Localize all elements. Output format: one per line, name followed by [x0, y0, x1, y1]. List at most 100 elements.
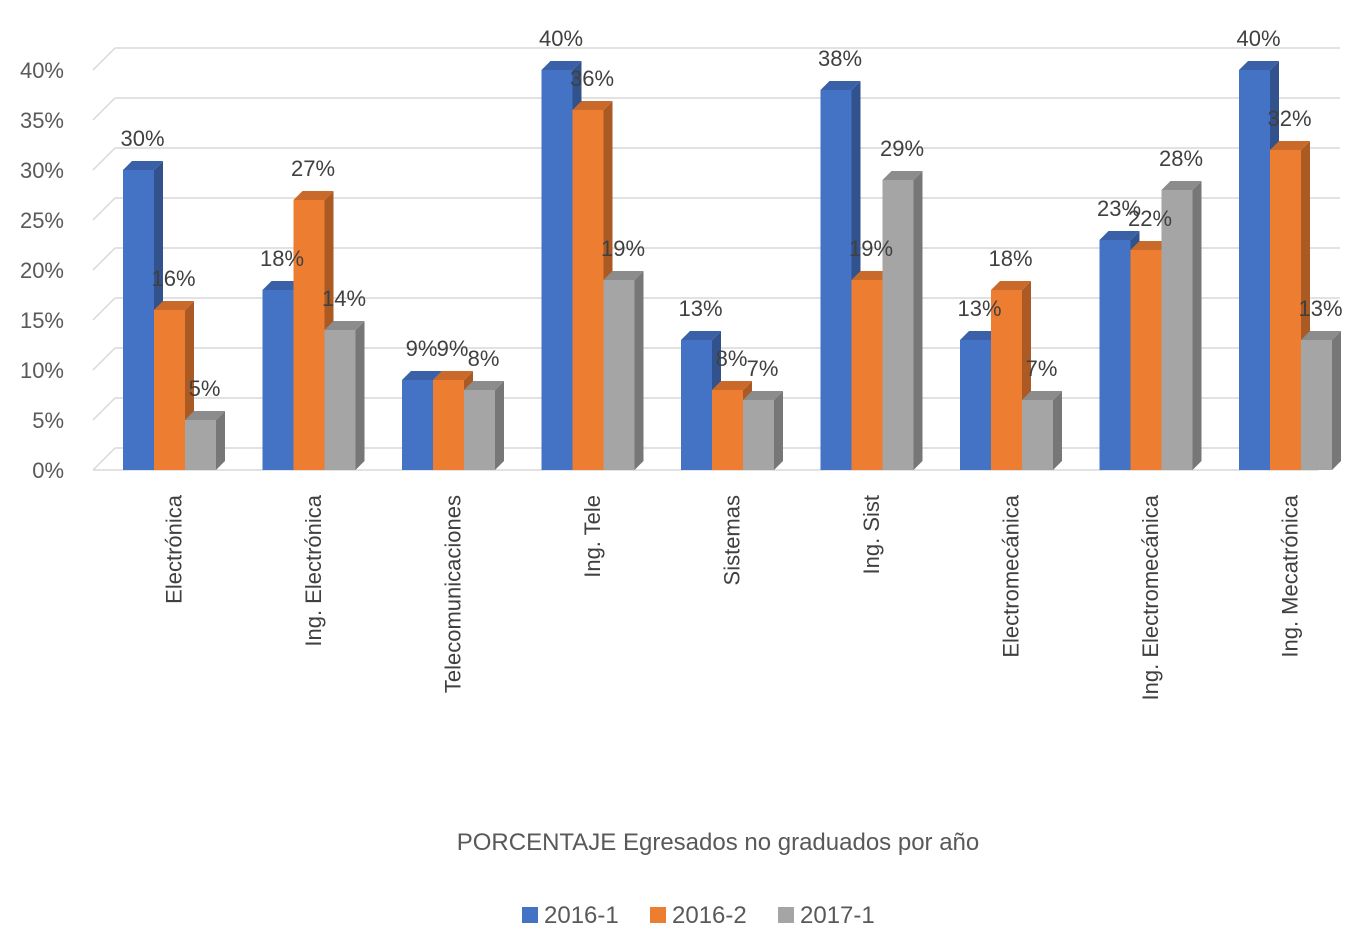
bar-top — [1130, 241, 1171, 250]
bar-top — [1161, 181, 1202, 190]
data-label: 19% — [601, 236, 645, 261]
bar-top — [851, 271, 892, 280]
bar-2017-1-Ing. Sist — [882, 180, 914, 470]
gridline-diag — [92, 347, 116, 371]
data-label: 36% — [570, 66, 614, 91]
data-label: 5% — [189, 376, 221, 401]
bar-2017-1-Sistemas — [743, 400, 774, 470]
y-tick-label: 0% — [32, 458, 64, 483]
bar-side — [216, 411, 225, 470]
bar-2017-1-Ing. Tele — [603, 280, 635, 470]
bar-2016-1-Ing. Electrónica — [262, 290, 294, 470]
bar-2016-1-Ing. Tele — [541, 70, 573, 470]
data-label: 7% — [1026, 356, 1058, 381]
y-tick-label: 30% — [20, 158, 64, 183]
bar-top — [541, 61, 582, 70]
data-label: 7% — [747, 356, 779, 381]
bar-side — [495, 381, 504, 470]
gridline-diag — [92, 47, 116, 71]
bar-2017-1-Ing. Mecatrónica — [1301, 340, 1332, 470]
category-label: Ing. Electrónica — [301, 494, 326, 646]
data-label: 18% — [260, 246, 304, 271]
data-label: 14% — [322, 286, 366, 311]
data-label: 30% — [120, 126, 164, 151]
data-label: 19% — [849, 236, 893, 261]
data-label: 29% — [880, 136, 924, 161]
data-label: 13% — [1298, 296, 1342, 321]
data-label: 28% — [1159, 146, 1203, 171]
gridline-diag — [92, 297, 116, 321]
bar-2016-2-Ing. Electromecánica — [1130, 250, 1162, 470]
data-label: 16% — [151, 266, 195, 291]
data-label: 13% — [957, 296, 1001, 321]
y-tick-label: 25% — [20, 208, 64, 233]
x-axis-title: PORCENTAJE Egresados no graduados por añ… — [457, 829, 980, 856]
bar-top — [743, 391, 783, 400]
bar-side — [913, 171, 923, 470]
gridline-diag — [92, 147, 116, 171]
category-label: Ing. Tele — [580, 495, 605, 578]
bar-top — [991, 281, 1031, 290]
bar-side — [355, 321, 365, 470]
gridline-diag — [92, 197, 116, 221]
data-label: 18% — [988, 246, 1032, 271]
bar-side — [1332, 331, 1341, 470]
gridline-diag — [92, 397, 116, 421]
bar-top — [185, 411, 225, 420]
bar-2016-2-Electrónica — [154, 310, 185, 470]
bar-side — [1192, 181, 1202, 470]
legend: 2016-1 2016-2 2017-1 — [522, 902, 875, 929]
bar-2016-1-Ing. Mecatrónica — [1239, 70, 1270, 470]
bar-side — [1053, 391, 1062, 470]
bar-top — [820, 81, 861, 90]
bar-side — [634, 271, 644, 470]
bar-top — [1099, 231, 1140, 240]
category-label: Ing. Mecatrónica — [1278, 494, 1303, 657]
data-label: 22% — [1128, 206, 1172, 231]
category-label: Telecomunicaciones — [441, 495, 466, 693]
y-tick-label: 35% — [20, 108, 64, 133]
bar-2016-1-Electrónica — [123, 170, 154, 470]
bar-top — [123, 161, 163, 170]
category-label: Ing. Sist — [859, 495, 884, 574]
bar-top — [712, 381, 752, 390]
legend-label: 2016-1 — [544, 902, 619, 929]
y-tick-label: 40% — [20, 58, 64, 83]
bar-2016-2-Ing. Sist — [851, 280, 883, 470]
bar-top — [681, 331, 721, 340]
y-tick-label: 20% — [20, 258, 64, 283]
bar-2016-1-Ing. Electromecánica — [1099, 240, 1131, 470]
category-labels: Electrónica Ing. Electrónica Telecomunicac… — [162, 494, 1303, 700]
data-label: 13% — [678, 296, 722, 321]
bar-top — [1022, 391, 1062, 400]
data-label: 8% — [716, 346, 748, 371]
bar-top — [1239, 61, 1279, 70]
legend-swatch — [778, 907, 794, 923]
bar-2016-1-Telecomunicaciones — [402, 380, 433, 470]
bar-2016-2-Ing. Electrónica — [293, 200, 325, 470]
bar-top — [262, 281, 303, 290]
bar-2016-1-Ing. Sist — [820, 90, 852, 470]
gridline-diag — [92, 247, 116, 271]
bar-top — [1301, 331, 1341, 340]
bar-top — [882, 171, 923, 180]
y-tick-label: 15% — [20, 308, 64, 333]
bar-top — [1270, 141, 1310, 150]
bar-top — [572, 101, 613, 110]
legend-label: 2016-2 — [672, 902, 747, 929]
bar-2016-1-Electromecánica — [960, 340, 991, 470]
gridline-diag — [92, 97, 116, 121]
data-label: 40% — [539, 26, 583, 51]
bar-2016-2-Ing. Mecatrónica — [1270, 150, 1301, 470]
y-tick-label: 10% — [20, 358, 64, 383]
data-label: 40% — [1236, 26, 1280, 51]
bar-top — [324, 321, 365, 330]
data-label: 38% — [818, 46, 862, 71]
bar-2017-1-Ing. Electromecánica — [1161, 190, 1193, 470]
legend-swatch — [650, 907, 666, 923]
data-label: 9% — [406, 336, 438, 361]
bar-top — [433, 371, 473, 380]
bar-top — [960, 331, 1000, 340]
legend-swatch — [522, 907, 538, 923]
bar-top — [603, 271, 644, 280]
